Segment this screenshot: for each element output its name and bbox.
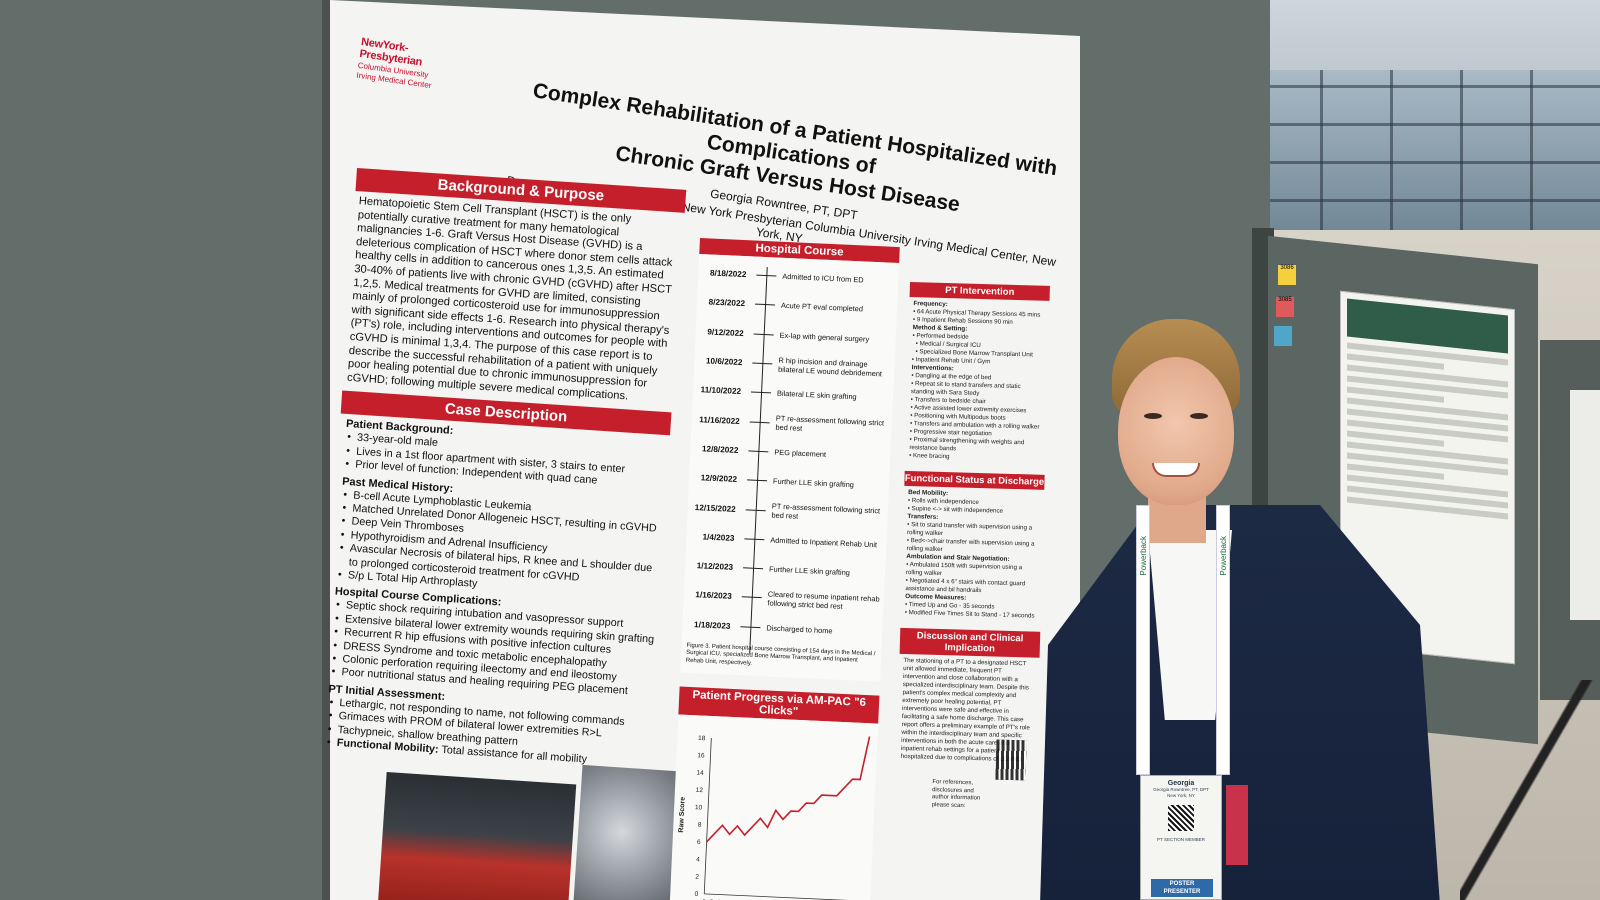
lanyard-right: Powerback bbox=[1216, 505, 1230, 775]
y-axis bbox=[703, 738, 712, 895]
y-tick-label: 2 bbox=[695, 874, 699, 881]
timeline-date: 1/12/2023 bbox=[696, 561, 734, 572]
y-tick-label: 8 bbox=[698, 822, 702, 829]
y-tick-label: 6 bbox=[697, 839, 701, 846]
y-tick-label: 18 bbox=[698, 735, 706, 742]
clinical-photos bbox=[377, 752, 691, 900]
presenter: Powerback Powerback Georgia Georgia Rown… bbox=[1040, 315, 1460, 900]
wound-photo bbox=[377, 771, 577, 900]
timeline-date: 12/9/2022 bbox=[700, 473, 738, 485]
timeline-date: 11/16/2022 bbox=[699, 414, 740, 426]
timeline-event-text: PT re-assessment following strict bed re… bbox=[771, 501, 881, 521]
timeline-event-text: R hip incision and drainage bilateral LE… bbox=[777, 355, 883, 378]
y-tick-label: 12 bbox=[696, 787, 704, 794]
timeline-event-text: Discharged to home bbox=[766, 623, 833, 636]
y-tick-label: 14 bbox=[696, 770, 704, 777]
functional-status-text: Bed Mobility: • Rolls with independence … bbox=[904, 489, 1035, 620]
timeline-date: 12/8/2022 bbox=[701, 444, 739, 455]
timeline-date: 1/16/2023 bbox=[695, 590, 732, 602]
timeline-date: 8/23/2022 bbox=[708, 297, 746, 309]
lanyard-left: Powerback bbox=[1136, 505, 1150, 775]
timeline-event-text: PT re-assessment following strict bed re… bbox=[775, 413, 885, 433]
left-eye bbox=[1144, 413, 1162, 419]
booth-sticker-yellow: 3086 bbox=[1278, 265, 1296, 285]
right-column: PT Intervention Frequency: • 64 Acute Ph… bbox=[897, 282, 1050, 768]
y-axis-label: Raw Score bbox=[678, 797, 687, 833]
smile bbox=[1152, 463, 1200, 477]
middle-column: Hospital Course 8/18/2022 Admitted to ICU… bbox=[668, 238, 900, 900]
x-axis bbox=[704, 893, 863, 900]
badge-qr-code bbox=[1168, 805, 1194, 831]
timeline-date: 12/15/2022 bbox=[694, 502, 736, 514]
score-series-line bbox=[706, 736, 871, 843]
poster-shadow bbox=[322, 0, 332, 900]
references-note: For references, disclosures and author i… bbox=[931, 779, 981, 809]
background-text: Hematopoietic Stem Cell Transplant (HSCT… bbox=[346, 195, 673, 403]
timeline-event-text: PEG placement bbox=[774, 447, 827, 459]
booth-sticker-blue bbox=[1274, 326, 1292, 346]
timeline-date: 9/12/2022 bbox=[707, 327, 744, 338]
y-tick-label: 16 bbox=[697, 753, 705, 760]
y-tick-label: 0 bbox=[694, 891, 698, 898]
timeline-event-text: Acute PT eval completed bbox=[780, 301, 864, 314]
easel-legs bbox=[1460, 680, 1600, 900]
timeline-event-text: Admitted to ICU from ED bbox=[782, 271, 864, 285]
timeline-date: 11/10/2022 bbox=[700, 385, 742, 397]
pt-intervention-text: Frequency: • 64 Acute Physical Therapy S… bbox=[909, 300, 1041, 461]
hospital-course-timeline: 8/18/2022 Admitted to ICU from ED 8/23/202… bbox=[680, 253, 900, 682]
booth-sticker-red: 3085 bbox=[1276, 297, 1294, 317]
timeline-event-text: Further LLE skin grafting bbox=[768, 564, 851, 578]
left-column: Background & Purpose Hematopoietic Stem … bbox=[318, 168, 687, 771]
discussion-heading: Discussion and Clinical Implication bbox=[899, 627, 1041, 658]
timeline-event-text: Further LLE skin grafting bbox=[772, 476, 855, 490]
name-badge: Georgia Georgia Rowntree, PT, DPT New Yo… bbox=[1140, 775, 1222, 900]
timeline-event-text: Bilateral LE skin grafting bbox=[776, 388, 857, 402]
poster-qr-code bbox=[995, 739, 1027, 781]
timeline-event-text: Cleared to resume inpatient rehab follow… bbox=[767, 589, 880, 611]
timeline-event-text: Ex-lap with general surgery bbox=[779, 330, 870, 344]
right-eye bbox=[1190, 413, 1208, 419]
timeline-date: 10/6/2022 bbox=[705, 356, 743, 368]
am-pac-line-chart: 0246810121416181234567891011121314151617… bbox=[678, 735, 871, 900]
badge-ribbon bbox=[1226, 785, 1248, 865]
timeline-event-text: Admitted to Inpatient Rehab Unit bbox=[770, 535, 878, 550]
timeline-date: 1/18/2023 bbox=[693, 619, 731, 631]
y-tick-label: 10 bbox=[695, 805, 703, 812]
far-poster bbox=[1570, 390, 1600, 620]
am-pac-chart: 0246810121416181234567891011121314151617… bbox=[668, 714, 879, 900]
timeline-date: 8/18/2022 bbox=[709, 268, 747, 280]
face bbox=[1118, 357, 1234, 505]
timeline-date: 1/4/2023 bbox=[702, 532, 735, 543]
y-tick-label: 4 bbox=[696, 857, 700, 864]
